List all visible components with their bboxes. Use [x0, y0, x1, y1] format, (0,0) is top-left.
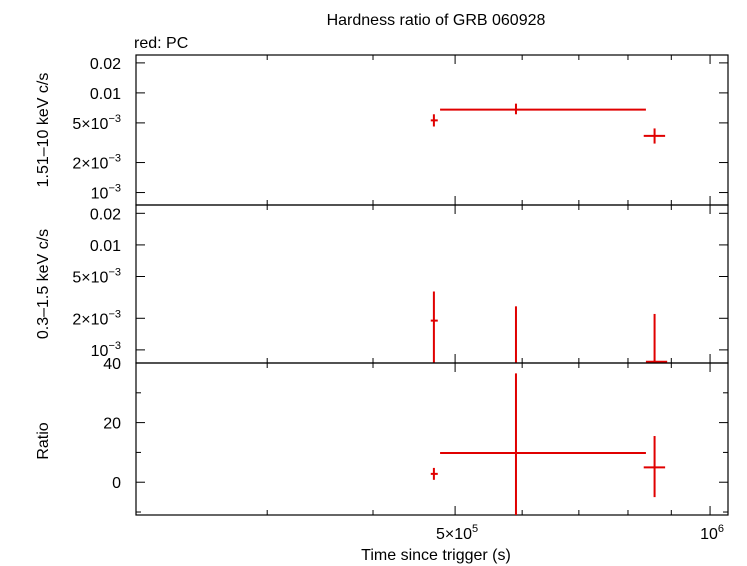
- panel-soft-ylabel: 0.3–1.5 keV c/s: [35, 229, 52, 339]
- x-tick-label: 5×105: [436, 523, 478, 543]
- panel-soft: 0.020.015×10−32×10−310−3 0.3–1.5 keV c/s: [35, 204, 729, 364]
- x-axis-ticks: 5×105 106: [436, 523, 724, 543]
- chart-title: Hardness ratio of GRB 060928: [327, 12, 546, 29]
- y-tick-label: 0: [112, 475, 121, 492]
- y-tick-label: 0.01: [90, 238, 121, 255]
- data-point: [430, 291, 438, 363]
- panel-ratio-ticks: 40 20 0: [103, 356, 728, 515]
- panel-soft-ticks: 0.020.015×10−32×10−310−3: [72, 205, 728, 363]
- data-point: [440, 103, 646, 115]
- y-tick-label: 20: [103, 416, 121, 433]
- y-tick-label: 0.02: [90, 206, 121, 223]
- data-point: [643, 128, 666, 144]
- data-point: [430, 467, 438, 480]
- y-tick-label: 40: [103, 356, 121, 373]
- panel-ratio: 40 20 0 Ratio: [35, 356, 729, 516]
- y-tick-label: 5×10−3: [72, 113, 121, 133]
- panel-ratio-marks: [430, 373, 666, 515]
- legend-note: red: PC: [134, 35, 188, 52]
- panel-ratio-frame: [135, 362, 729, 516]
- y-tick-label: 2×10−3: [72, 308, 121, 328]
- panel-hard-marks: [430, 103, 666, 144]
- x-tick-label: 106: [700, 523, 724, 543]
- panel-hard-frame: [135, 54, 729, 206]
- y-tick-label: 0.02: [90, 56, 121, 73]
- data-point: [440, 373, 646, 515]
- y-tick-label: 0.01: [90, 86, 121, 103]
- panel-hard-ticks: 0.02 0.01 5×10−3 2×10−3 10−3: [72, 55, 728, 205]
- panel-hard-ylabel: 1.51–10 keV c/s: [35, 73, 52, 188]
- panel-ratio-ylabel: Ratio: [35, 422, 52, 459]
- y-tick-label: 5×10−3: [72, 267, 121, 287]
- data-point: [645, 313, 668, 363]
- y-tick-label: 2×10−3: [72, 153, 121, 173]
- panel-soft-marks: [430, 291, 668, 363]
- data-point: [643, 436, 666, 498]
- panel-soft-frame: [135, 204, 729, 364]
- data-point: [430, 114, 438, 127]
- panel-hard: 0.02 0.01 5×10−3 2×10−3 10−3 1.51–10 keV c/s: [35, 54, 729, 206]
- x-axis-label: Time since trigger (s): [361, 547, 511, 564]
- y-tick-label: 10−3: [91, 183, 121, 203]
